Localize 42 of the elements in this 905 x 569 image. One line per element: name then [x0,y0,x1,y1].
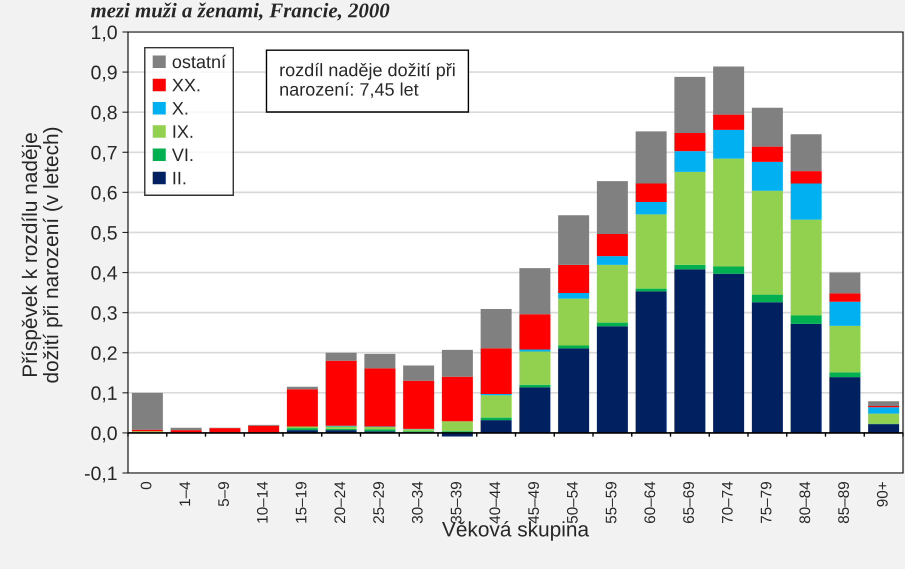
x-tick-label: 60–64 [644,482,656,524]
y-axis-title: Příspěvek k rozdílu naděje dožití při narození (v letech) [22,128,62,383]
x-tick-label: 40–44 [489,482,500,524]
y-tick-label: 0,3 [91,306,117,322]
legend-label: X. [172,102,188,115]
y-tick-label: 0,5 [91,226,117,242]
y-tick-label: 0,8 [91,106,117,122]
legend-label: XX. [172,78,200,92]
y-tick-label: 0,4 [91,266,118,282]
x-axis-title: Věková skupina [442,521,590,541]
x-tick-label: 90+ [876,482,888,507]
y-tick-label: 0,1 [91,386,117,402]
x-tick-label: 10–14 [256,482,268,523]
x-tick-label: 15–19 [296,482,306,523]
annotation: rozdíl naděje dožití při narození: 7,45 let [280,62,455,98]
y-tick-label: 0,7 [91,146,117,162]
y-tick-label: 0,0 [91,426,117,442]
legend-label: VI. [172,148,192,162]
x-tick-label: 85–89 [838,482,849,524]
x-tick-label: 25–29 [373,482,384,524]
x-tick-label: 65–69 [683,482,694,524]
x-tick-label: 75–79 [760,482,772,524]
legend-label: IX. [174,125,192,138]
y-tick-label: 1,0 [92,25,117,42]
y-tick-label: 0,2 [91,346,117,362]
legend-label: ostatní [172,54,226,68]
x-tick-label: 70–74 [722,482,733,524]
y-tick-label: 0,6 [91,186,117,202]
x-tick-label: 80–84 [799,482,810,524]
chart-title: mezi muži a ženami, Francie, 2000 [90,2,390,21]
x-tick-label: 5–9 [218,482,229,506]
y-tick-label: 0,9 [91,66,117,82]
x-tick-label: 55–59 [606,482,616,524]
x-tick-label: 30–34 [412,482,423,524]
x-tick-label: 1–4 [180,482,190,506]
x-tick-label: 0 [140,482,152,490]
x-tick-label: 45–49 [528,482,539,524]
y-tick-label: -0,1 [84,466,117,483]
legend-label: II. [174,172,186,184]
x-tick-label: 35–39 [450,482,462,524]
x-tick-label: 50–54 [566,482,578,524]
x-tick-label: 20–24 [334,482,346,524]
